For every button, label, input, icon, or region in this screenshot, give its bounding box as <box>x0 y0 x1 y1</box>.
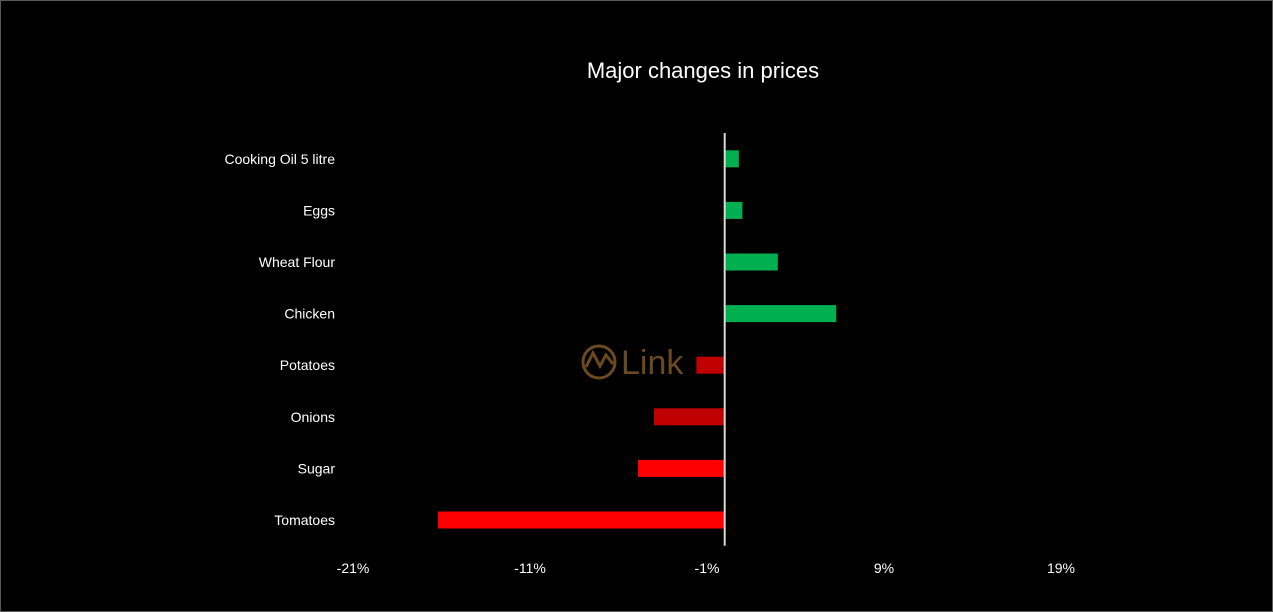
category-label: Cooking Oil 5 litre <box>225 151 336 167</box>
category-label: Wheat Flour <box>259 254 336 270</box>
watermark: Link <box>581 344 684 382</box>
category-label: Chicken <box>284 306 335 322</box>
chart-title: Major changes in prices <box>587 58 819 83</box>
bar-eggs <box>724 201 743 219</box>
bar-chicken <box>724 305 837 323</box>
category-label: Sugar <box>298 460 336 476</box>
category-label: Onions <box>291 409 335 425</box>
x-tick-label: 9% <box>874 560 894 576</box>
x-tick-label: 19% <box>1047 560 1075 576</box>
bar-onions <box>653 408 725 426</box>
bar-cooking-oil-5-litre <box>724 150 739 168</box>
x-tick-label: -1% <box>695 560 720 576</box>
bar-wheat-flour <box>724 253 778 271</box>
bar-tomatoes <box>437 511 725 529</box>
x-tick-label: -11% <box>514 560 546 576</box>
category-label: Eggs <box>303 202 335 218</box>
bar-sugar <box>637 459 725 477</box>
bar-potatoes <box>696 356 725 374</box>
watermark-text: Link <box>621 344 684 382</box>
x-tick-label: -21% <box>337 560 370 576</box>
category-label: Potatoes <box>280 357 335 373</box>
chart-wave-circle-icon <box>581 344 617 380</box>
category-label: Tomatoes <box>274 512 335 528</box>
